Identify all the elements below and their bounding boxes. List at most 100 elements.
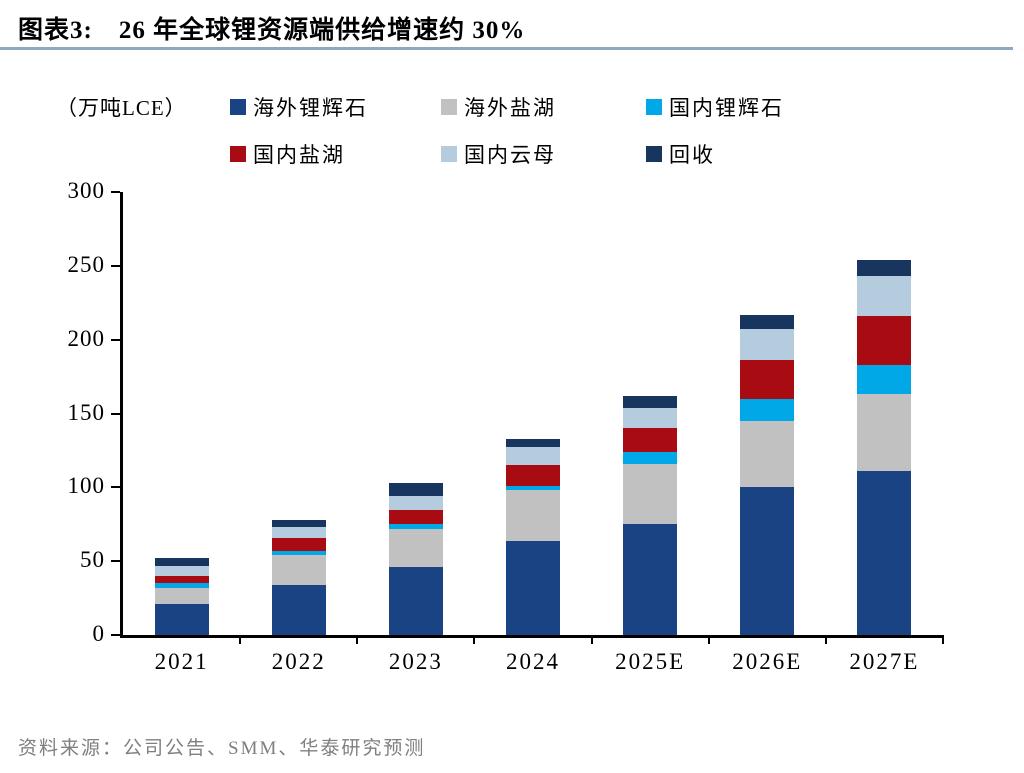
- y-tick-label: 50: [80, 547, 105, 573]
- y-axis-unit-label: （万吨LCE）: [56, 96, 187, 120]
- y-axis-tick: [111, 560, 120, 563]
- bar-segment: [271, 584, 326, 635]
- bar-segment: [388, 528, 443, 568]
- x-axis-tick: [590, 635, 593, 644]
- chart-title: 图表3: 26 年全球锂资源端供给增速约 30%: [18, 10, 1008, 46]
- x-tick-label: 2026E: [732, 649, 803, 674]
- bar-segment: [857, 316, 912, 365]
- legend-label: 海外盐湖: [464, 96, 556, 120]
- legend-swatch: [230, 99, 246, 115]
- bar-2027E: [857, 259, 912, 635]
- x-tick-label: 2024: [506, 649, 560, 674]
- legend-item-海外锂辉石: 海外锂辉石: [230, 92, 368, 122]
- legend-swatch: [230, 146, 246, 162]
- legend-swatch: [441, 146, 457, 162]
- bar-segment: [271, 555, 326, 585]
- bar-segment: [857, 276, 912, 317]
- y-tick-label: 300: [67, 178, 105, 203]
- bar-segment: [388, 567, 443, 635]
- bar-segment: [506, 490, 560, 541]
- legend: 海外锂辉石 海外盐湖 国内锂辉石国内盐湖 国内云母 回收: [230, 92, 930, 192]
- x-tick-label: 2025E: [615, 649, 686, 674]
- bar-segment: [271, 519, 326, 528]
- bar-segment: [623, 407, 678, 429]
- bar-2021: [154, 558, 209, 635]
- bar-segment: [388, 524, 443, 529]
- legend-label: 海外锂辉石: [253, 96, 368, 120]
- bar-segment: [271, 537, 326, 551]
- bar-segment: [740, 420, 795, 488]
- y-axis-tick: [111, 264, 120, 267]
- bar-segment: [154, 575, 209, 584]
- bar-2023: [388, 482, 443, 635]
- y-axis-tick: [111, 412, 120, 415]
- x-axis-tick: [942, 635, 944, 644]
- plot-area: 2021 2022 2023 2024 2025E 2026E 2027E 0 50 100 150…: [68, 178, 944, 674]
- bar-segment: [623, 428, 678, 452]
- legend-item-国内盐湖: 国内盐湖: [230, 139, 345, 169]
- x-tick-label: 2027E: [849, 649, 920, 674]
- bar-segment: [857, 394, 912, 472]
- bar-segment: [623, 463, 678, 525]
- legend-item-回收: 回收: [646, 139, 715, 169]
- bar-segment: [506, 540, 560, 635]
- chart-title-prefix: 图表3:: [18, 17, 93, 44]
- legend-item-国内锂辉石: 国内锂辉石: [646, 92, 784, 122]
- legend-label: 国内盐湖: [253, 143, 345, 167]
- legend-label: 国内云母: [464, 143, 556, 167]
- bar-segment: [857, 259, 912, 277]
- y-tick-label: 100: [67, 473, 105, 499]
- y-tick-label: 200: [67, 325, 105, 351]
- y-tick-label: 0: [92, 621, 105, 646]
- x-axis-tick: [356, 635, 359, 644]
- x-axis-tick: [239, 635, 242, 644]
- y-axis-tick: [111, 191, 120, 193]
- bar-segment: [388, 509, 443, 525]
- bar-segment: [271, 527, 326, 538]
- y-axis-tick: [111, 634, 120, 636]
- bar-segment: [506, 447, 560, 466]
- source-note: 资料来源：公司公告、SMM、华泰研究预测: [18, 738, 426, 759]
- bar-segment: [506, 485, 560, 491]
- bar-2022: [271, 519, 326, 635]
- x-tick-label: 2021: [154, 649, 209, 674]
- x-tick-label: 2023: [388, 649, 443, 674]
- bar-2025E: [623, 395, 678, 635]
- bar-segment: [271, 550, 326, 556]
- legend-swatch: [441, 99, 457, 115]
- y-axis-tick: [111, 338, 120, 341]
- bar-segment: [154, 558, 209, 566]
- bar-segment: [857, 364, 912, 395]
- bar-segment: [740, 314, 795, 330]
- bar-segment: [857, 471, 912, 635]
- y-tick-label: 150: [67, 399, 105, 425]
- bar-segment: [154, 565, 209, 576]
- legend-label: 回收: [669, 143, 715, 167]
- legend-swatch: [646, 99, 662, 115]
- bar-segment: [388, 496, 443, 510]
- x-axis-tick: [824, 635, 827, 644]
- legend-label: 国内锂辉石: [669, 96, 784, 120]
- bar-segment: [154, 583, 209, 588]
- legend-item-海外盐湖: 海外盐湖: [441, 92, 556, 122]
- bar-2026E: [740, 314, 795, 635]
- bar-segment: [740, 329, 795, 361]
- bar-segment: [623, 451, 678, 464]
- y-axis-tick: [111, 486, 120, 489]
- x-axis-tick: [707, 635, 710, 644]
- bar-segment: [154, 604, 209, 635]
- bar-segment: [506, 465, 560, 486]
- bar-segment: [623, 395, 678, 408]
- bar-segment: [740, 398, 795, 421]
- y-tick-label: 250: [67, 251, 105, 277]
- bar-segment: [154, 587, 209, 604]
- bar-segment: [740, 360, 795, 399]
- bar-segment: [623, 524, 678, 635]
- x-tick-label: 2022: [271, 649, 326, 674]
- chart-title-text: 26 年全球锂资源端供给增速约 30%: [118, 17, 526, 44]
- legend-swatch: [646, 146, 662, 162]
- bar-2024: [506, 438, 560, 635]
- title-separator-line: [0, 47, 1013, 50]
- legend-item-国内云母: 国内云母: [441, 139, 556, 169]
- x-axis-tick: [473, 635, 476, 644]
